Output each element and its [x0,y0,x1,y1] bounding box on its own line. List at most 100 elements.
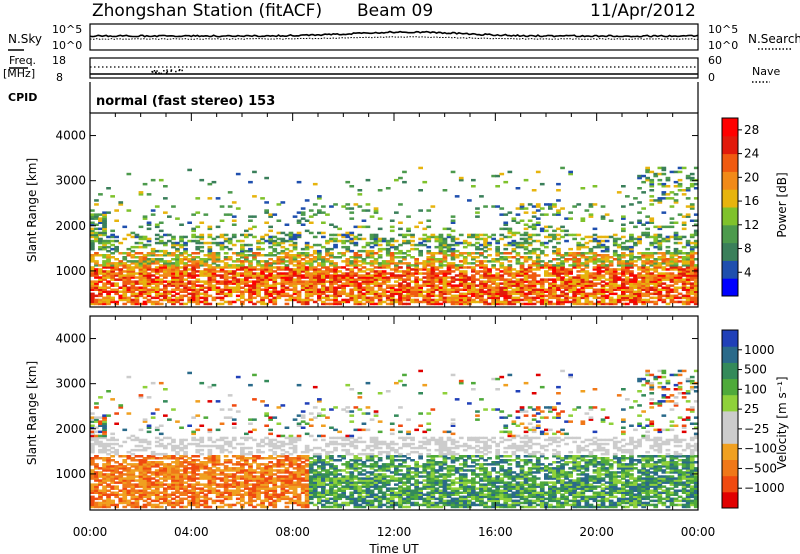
heatmap-cell [345,300,351,304]
heatmap-cell [179,298,184,302]
heatmap-cell [288,243,294,247]
heatmap-cell [681,221,687,224]
heatmap-cell [142,300,148,304]
heatmap-cell [296,292,302,296]
heatmap-cell [661,266,667,269]
heatmap-cell [240,463,245,466]
heatmap-cell [604,239,610,243]
heatmap-cell [292,237,298,241]
heatmap-cell [544,229,549,233]
heatmap-cell [90,272,95,275]
heatmap-cell [187,298,192,302]
heatmap-cell [625,302,630,306]
heatmap-cell [150,381,156,385]
heatmap-cell [195,284,201,287]
heatmap-cell [240,249,245,253]
heatmap-cell [353,243,359,247]
heatmap-cell [171,205,176,208]
heatmap-cell [235,461,241,464]
heatmap-cell [422,294,428,298]
heatmap-cell [244,270,249,273]
heatmap-cell [491,233,496,237]
heatmap-cell [292,272,298,275]
heatmap-cell [219,483,225,486]
heatmap-cell [308,286,314,289]
heatmap-cell [471,185,476,188]
heatmap-cell [669,170,675,174]
heatmap-cell [454,249,460,253]
heatmap-cell [94,471,99,474]
y-tick-label: 3000 [55,174,86,188]
heatmap-cell [568,276,573,279]
heatmap-cell [191,436,196,440]
heatmap-cell [531,247,537,251]
heatmap-cell [669,221,675,224]
heatmap-cell [110,300,115,304]
heatmap-cell [102,241,107,245]
heatmap-cell [292,284,298,287]
heatmap-cell [280,245,286,249]
heatmap-cell [203,493,209,496]
heatmap-cell [235,284,241,287]
heatmap-cell [167,266,172,269]
heatmap-cell [130,274,136,277]
heatmap-cell [110,272,115,275]
heatmap-cell [122,505,128,509]
heatmap-cell [98,219,103,222]
heatmap-cell [240,264,245,267]
nave-dropout [170,69,173,71]
heatmap-cell [252,268,257,271]
heatmap-cell [325,294,330,298]
heatmap-cell [365,284,371,287]
heatmap-cell [422,280,428,283]
heatmap-cell [377,270,383,273]
heatmap-cell [106,282,111,285]
heatmap-cell [576,258,582,261]
heatmap-cell [163,298,168,302]
heatmap-cell [389,268,395,271]
heatmap-cell [689,203,695,206]
heatmap-cell [422,260,428,263]
heatmap-cell [641,207,646,210]
heatmap-cell [353,254,359,257]
heatmap-cell [649,272,655,275]
heatmap-cell [211,286,217,289]
heatmap-cell [195,487,201,490]
heatmap-cell [531,233,537,237]
heatmap-cell [548,278,553,281]
heatmap-cell [296,294,302,298]
heatmap-cell [167,215,172,218]
heatmap-cell [187,268,192,271]
heatmap-cell [341,276,346,279]
heatmap-cell [479,237,484,241]
heatmap-cell [260,241,265,245]
heatmap-cell [365,225,371,229]
heatmap-cell [191,483,196,486]
heatmap-cell [357,254,363,257]
heatmap-cell [106,493,111,496]
heatmap-cell [329,262,334,265]
heatmap-cell [592,185,598,188]
heatmap-cell [438,270,444,273]
heatmap-cell [681,193,687,196]
heatmap-cell [317,254,322,257]
heatmap-cell [325,254,330,257]
heatmap-cell [369,292,375,296]
heatmap-cell [272,213,278,216]
heatmap-cell [300,213,306,216]
heatmap-cell [329,284,334,287]
heatmap-cell [163,296,168,300]
heatmap-cell [552,245,557,249]
heatmap-cell [219,268,225,271]
heatmap-cell [580,252,586,255]
heatmap-cell [203,213,209,216]
heatmap-cell [158,221,164,224]
heatmap-cell [539,260,545,263]
heatmap-cell [487,247,492,251]
heatmap-cell [118,298,124,302]
heatmap-cell [122,294,128,298]
heatmap-cell [333,203,338,206]
heatmap-cell [329,237,334,241]
heatmap-cell [657,239,663,243]
heatmap-cell [280,249,286,253]
